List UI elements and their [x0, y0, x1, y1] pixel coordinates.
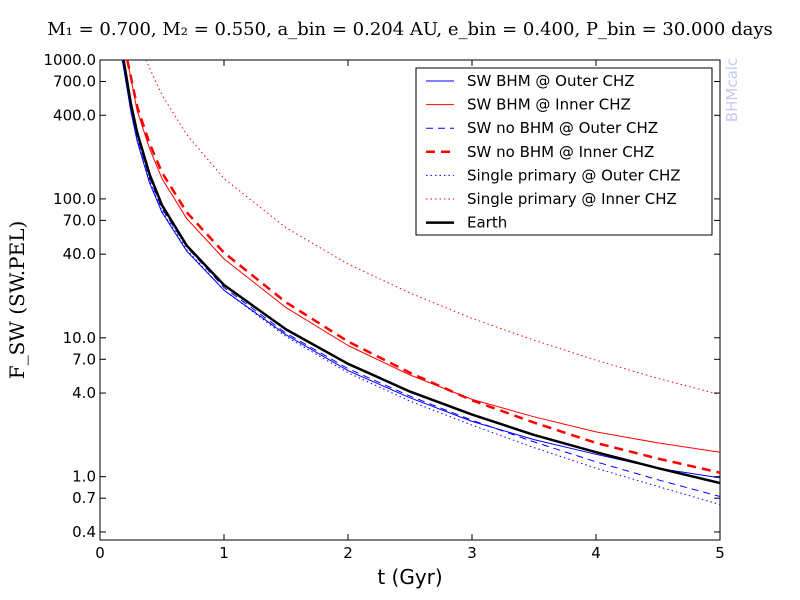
legend-label-0: SW BHM @ Outer CHZ: [467, 72, 635, 90]
x-tick-label: 0: [95, 544, 105, 562]
legend: SW BHM @ Outer CHZ SW BHM @ Inner CHZ SW n…: [415, 67, 713, 236]
x-tick-label: 1: [219, 544, 229, 562]
series-line-6: [122, 60, 720, 485]
series-line-4: [121, 60, 720, 505]
y-tick-label: 1000.0: [44, 51, 97, 69]
ticks-group: 0 1 2 3 4 5 1000.0 700.0 400.0 100.0 70.0 40.0 10.0 7…: [44, 51, 725, 562]
axes-frame: [99, 59, 721, 541]
y-tick-label: 400.0: [53, 106, 96, 124]
y-tick-label: 70.0: [63, 211, 96, 229]
y-tick-label: 40.0: [63, 245, 96, 263]
y-tick-label: 7.0: [72, 350, 96, 368]
watermark: BHMcalc: [723, 58, 741, 122]
y-tick-label: 10.0: [63, 329, 96, 347]
x-axis-label: t (Gyr): [377, 565, 442, 589]
legend-label-3: SW no BHM @ Inner CHZ: [467, 143, 654, 161]
series-line-3: [126, 60, 720, 474]
y-tick-label: 0.4: [72, 523, 96, 541]
x-tick-label: 2: [343, 544, 353, 562]
x-tick-label: 4: [591, 544, 601, 562]
legend-label-6: Earth: [467, 214, 507, 232]
y-tick-label: 100.0: [53, 190, 96, 208]
y-tick-label: 0.7: [72, 489, 96, 507]
series-line-1: [126, 60, 720, 453]
x-tick-label: 3: [467, 544, 477, 562]
legend-label-2: SW no BHM @ Outer CHZ: [467, 119, 658, 137]
y-tick-label: 1.0: [72, 468, 96, 486]
legend-label-4: Single primary @ Outer CHZ: [467, 166, 681, 184]
chart-title: M₁ = 0.700, M₂ = 0.550, a_bin = 0.204 AU…: [47, 19, 773, 40]
x-tick-label: 5: [715, 544, 725, 562]
series-line-0: [121, 60, 720, 479]
y-tick-label: 700.0: [53, 73, 96, 91]
legend-box: [415, 67, 713, 236]
y-axis-label: F_SW (SW.PEL): [5, 221, 29, 380]
series-line-5: [145, 60, 720, 396]
series-group: [121, 60, 720, 505]
legend-label-1: SW BHM @ Inner CHZ: [467, 96, 631, 114]
y-tick-label: 4.0: [72, 384, 96, 402]
plot-area: 0 1 2 3 4 5 1000.0 700.0 400.0 100.0 70.0 40.0 10.0 7…: [44, 51, 725, 562]
legend-label-5: Single primary @ Inner CHZ: [467, 190, 677, 208]
